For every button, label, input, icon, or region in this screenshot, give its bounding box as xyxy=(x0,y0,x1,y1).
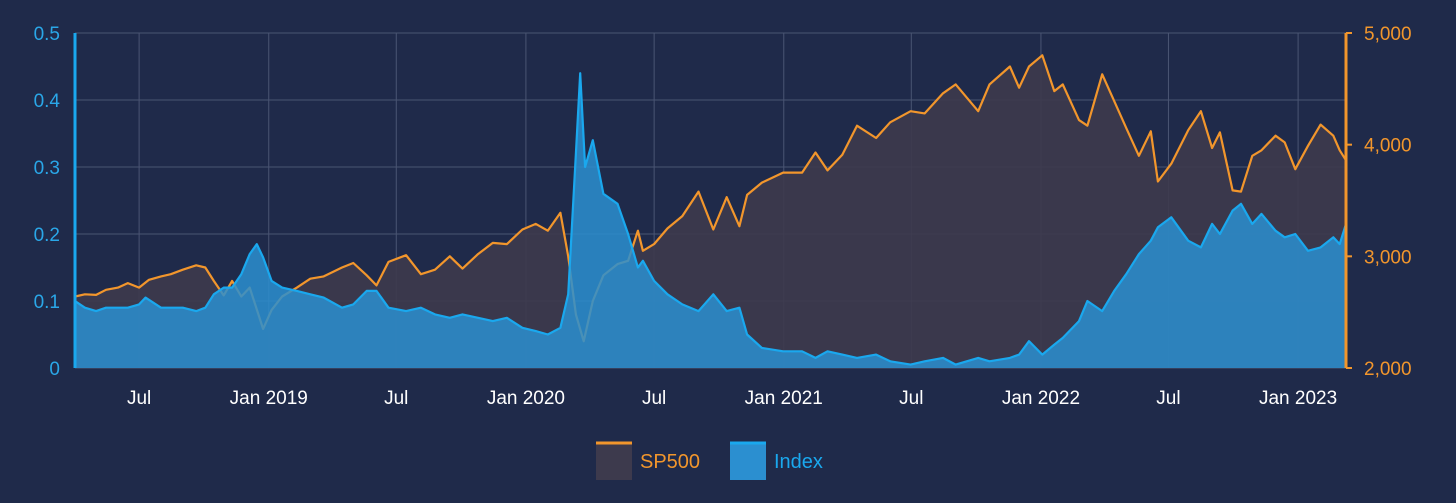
legend-label: SP500 xyxy=(640,451,700,473)
axes xyxy=(73,32,1352,369)
y-right-tick-label: 5,000 xyxy=(1364,24,1412,45)
x-tick-label: Jul xyxy=(1156,388,1180,409)
x-tick-label: Jan 2020 xyxy=(487,388,565,409)
x-tick-label: Jul xyxy=(127,388,151,409)
legend-swatch xyxy=(596,442,632,480)
legend[interactable]: SP500 Index xyxy=(596,441,823,480)
y-left-tick-label: 0 xyxy=(49,359,60,380)
y-right-tick-label: 2,000 xyxy=(1364,359,1412,380)
legend-item-sp500[interactable]: SP500 xyxy=(596,441,700,480)
x-tick-label: Jan 2019 xyxy=(230,388,308,409)
x-tick-label: Jul xyxy=(899,388,923,409)
y-right-tick-label: 3,000 xyxy=(1364,247,1412,268)
x-tick-label: Jan 2021 xyxy=(745,388,823,409)
y-right-tick-label: 4,000 xyxy=(1364,136,1412,157)
y-left-tick-label: 0.2 xyxy=(34,225,60,246)
y-left-tick-label: 0.5 xyxy=(34,24,60,45)
legend-label: Index xyxy=(774,451,823,473)
sp500-area xyxy=(75,55,1346,369)
tick-labels: 0 0.1 0.2 0.3 0.4 0.5 2,000 3,000 4,000 5,000 Jul J… xyxy=(34,24,1412,409)
index-area xyxy=(75,73,1346,368)
legend-item-index[interactable]: Index xyxy=(730,441,823,480)
y-left-tick-label: 0.4 xyxy=(34,91,61,112)
y-left-tick-label: 0.3 xyxy=(34,158,60,179)
index-line xyxy=(74,72,1348,366)
legend-swatch xyxy=(730,442,766,480)
x-tick-label: Jul xyxy=(642,388,666,409)
x-tick-label: Jul xyxy=(384,388,408,409)
x-tick-label: Jan 2023 xyxy=(1259,388,1337,409)
y-left-tick-label: 0.1 xyxy=(34,292,60,313)
index-series xyxy=(74,72,1348,368)
x-tick-label: Jan 2022 xyxy=(1002,388,1080,409)
